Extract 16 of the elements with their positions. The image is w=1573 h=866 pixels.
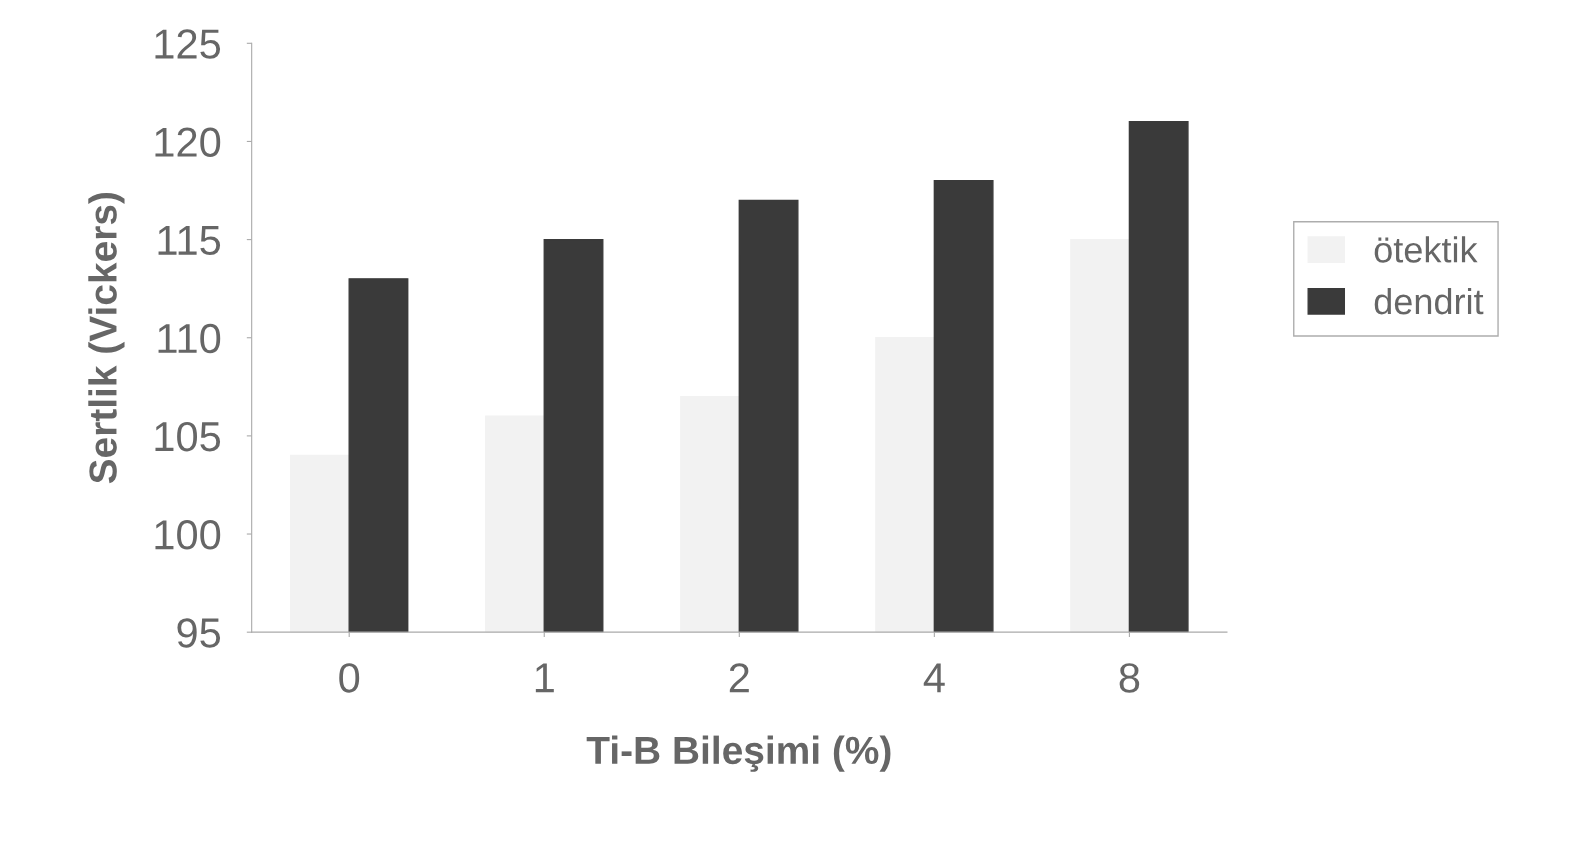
y-tick-label: 120: [155, 127, 221, 157]
y-tick-label: 100: [155, 520, 221, 550]
y-tick-label: 110: [158, 323, 221, 354]
legend-label: ötektik: [1374, 236, 1478, 263]
x-tick-label: 1: [535, 663, 554, 693]
x-tick-label: 2: [729, 663, 749, 693]
x-tick-label: 4: [923, 663, 945, 693]
y-tick-label: 105: [155, 421, 221, 452]
y-tick-label: 95: [177, 618, 221, 648]
y-tick-label: 125: [155, 29, 221, 59]
y-tick-label: 115: [158, 226, 221, 256]
y-axis-title: Sertlik (Vickers): [88, 193, 125, 484]
x-axis-title: Ti-B Bileşimi (%): [586, 735, 891, 772]
x-tick-label: 0: [339, 663, 360, 693]
x-tick-label: 8: [1119, 663, 1140, 693]
legend-label: dendrit: [1374, 287, 1484, 315]
